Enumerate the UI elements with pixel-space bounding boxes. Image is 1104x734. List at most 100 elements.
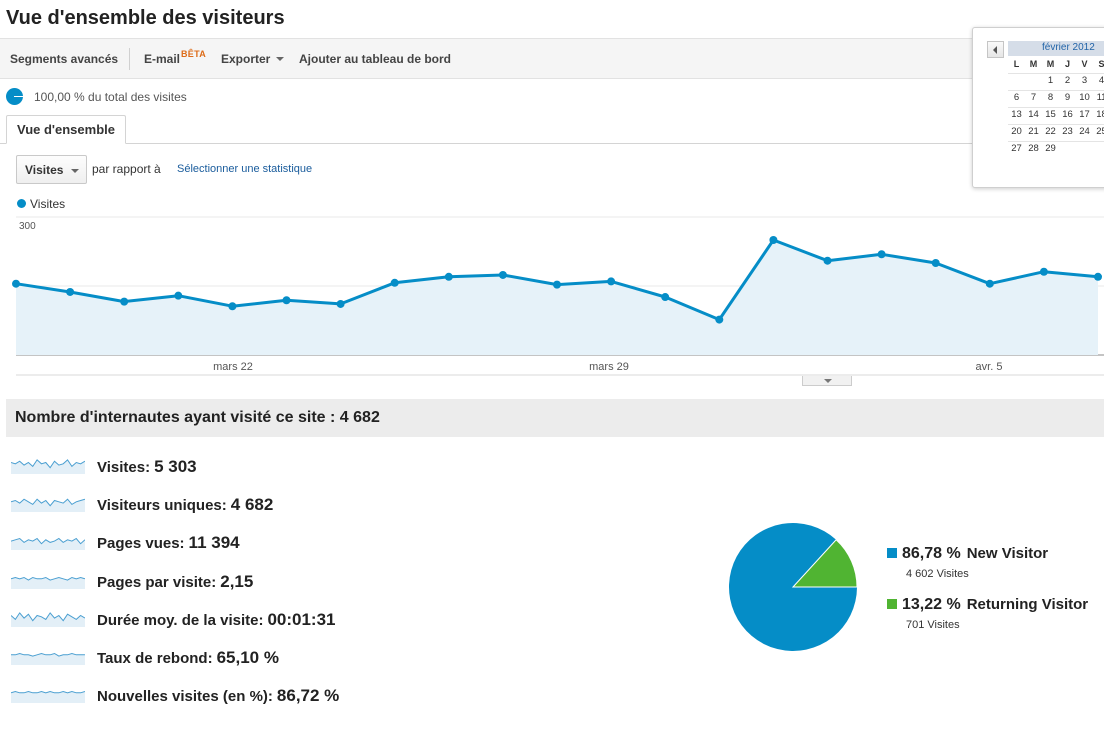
calendar-day[interactable]: 2 (1064, 75, 1071, 86)
sparkline-area (11, 538, 85, 551)
segment-percentage-text: 100,00 % du total des visites (34, 90, 187, 104)
data-point[interactable] (498, 270, 507, 279)
metric-select[interactable]: Visites (16, 155, 87, 184)
calendar-day[interactable]: 29 (1045, 143, 1056, 154)
data-point[interactable] (12, 279, 20, 288)
new-visitor-percent: 86,78 % (902, 545, 961, 562)
calendar-day[interactable]: 23 (1062, 126, 1073, 137)
calendar-day[interactable]: 15 (1045, 109, 1056, 120)
calendar-day[interactable]: 22 (1045, 126, 1056, 137)
calendar-row-divider (1008, 90, 1104, 91)
visitor-type-pie-chart (729, 523, 858, 651)
metric-row: Visites: 5 303 (0, 452, 640, 482)
sparkline-line (11, 459, 85, 469)
data-point[interactable] (282, 296, 291, 305)
data-point[interactable] (336, 299, 345, 308)
beta-badge: BÊTA (181, 49, 207, 59)
calendar-day[interactable]: 27 (1011, 143, 1022, 154)
export-label: Exporter (221, 52, 271, 66)
calendar-row-divider (1008, 124, 1104, 125)
select-statistic-link[interactable]: Sélectionner une statistique (177, 163, 313, 175)
sparkline-line (11, 691, 85, 694)
new-visitor-visits: 4 602 Visites (906, 568, 969, 580)
advanced-segments-button[interactable]: Segments avancés (10, 52, 119, 66)
data-point[interactable] (120, 297, 129, 306)
calendar-day[interactable]: 25 (1096, 126, 1104, 137)
data-point[interactable] (931, 259, 940, 267)
sparkline (11, 498, 85, 513)
calendar-day[interactable]: 3 (1081, 75, 1088, 86)
calendar-weekday: L (1013, 59, 1020, 69)
returning-visitor-label: Returning Visitor (966, 596, 1089, 613)
sparkline-area (11, 653, 85, 665)
metric-select-value: Visites (25, 163, 64, 177)
calendar-day[interactable]: 13 (1011, 109, 1022, 120)
unique-visitors-summary: Nombre d'internautes ayant visité ce sit… (15, 409, 380, 426)
calendar-day[interactable]: 24 (1079, 126, 1090, 137)
metric-label: Durée moy. de la visite: (97, 611, 264, 629)
previous-month-arrow-icon[interactable] (987, 41, 1004, 58)
data-point[interactable] (1039, 267, 1048, 276)
sparkline-line (11, 652, 85, 657)
sparkline (11, 459, 85, 474)
calendar-day[interactable]: 17 (1079, 109, 1090, 120)
metric-row: Visiteurs uniques: 4 682 (0, 490, 640, 520)
calendar-day[interactable]: 16 (1062, 109, 1073, 120)
metric-item: Visites: 5 303 (97, 457, 197, 477)
data-point[interactable] (769, 236, 778, 244)
metric-value: 65,10 % (216, 648, 279, 667)
metric-label: Taux de rebond: (97, 650, 213, 667)
toolbar-divider (129, 48, 130, 70)
x-tick-label: mars 22 (213, 361, 253, 373)
calendar-day[interactable]: 20 (1011, 126, 1022, 137)
calendar-row-divider (1008, 141, 1104, 142)
pie-slice-returning-visitor[interactable] (791, 539, 858, 588)
data-point[interactable] (66, 287, 75, 296)
sparkline (11, 652, 85, 665)
compare-label: par rapport à (92, 162, 161, 176)
data-point[interactable] (444, 272, 453, 281)
data-point[interactable] (1094, 272, 1102, 281)
metric-value: 11 394 (188, 533, 240, 553)
y-tick-label: 300 (19, 221, 36, 232)
calendar-day[interactable]: 21 (1028, 126, 1039, 137)
data-point[interactable] (715, 315, 724, 324)
data-point[interactable] (877, 250, 886, 259)
tab-overview[interactable]: Vue d'ensemble (6, 115, 126, 144)
calendar-day[interactable]: 11 (1096, 92, 1104, 103)
export-button[interactable]: Exporter (221, 52, 284, 66)
series-legend-dot (17, 199, 26, 208)
x-tick-label: avr. 5 (976, 361, 1003, 373)
metric-value: 5 303 (154, 457, 197, 476)
data-point[interactable] (607, 277, 616, 286)
data-point[interactable] (553, 280, 561, 289)
calendar-day[interactable]: 7 (1030, 92, 1037, 103)
calendar-day[interactable]: 1 (1047, 75, 1054, 86)
sparkline (11, 576, 85, 589)
calendar-weekday: S (1098, 59, 1104, 69)
sparkline (11, 611, 85, 627)
calendar-day[interactable]: 8 (1047, 92, 1054, 103)
add-to-dashboard-button[interactable]: Ajouter au tableau de bord (299, 52, 452, 66)
data-point[interactable] (390, 278, 399, 287)
calendar-day[interactable]: 14 (1028, 109, 1039, 120)
collapse-chart-toggle[interactable] (802, 376, 852, 386)
data-point[interactable] (228, 302, 237, 311)
metric-item: Pages vues: 11 394 (97, 533, 240, 553)
email-button[interactable]: E-mail BÊTA (144, 49, 206, 66)
data-point[interactable] (174, 291, 183, 300)
calendar-day[interactable]: 4 (1098, 75, 1104, 86)
toolbar: Segments avancés E-mail BÊTA Exporter Aj… (0, 38, 1104, 79)
segment-pie-icon (6, 88, 23, 105)
calendar-day[interactable]: 18 (1096, 109, 1104, 120)
calendar-day[interactable]: 6 (1013, 92, 1020, 103)
sparkline-area (11, 499, 85, 513)
data-point[interactable] (823, 256, 832, 265)
calendar-day[interactable]: 9 (1064, 92, 1071, 103)
calendar-day[interactable]: 10 (1079, 92, 1090, 103)
series-area (16, 240, 1098, 355)
data-point[interactable] (661, 293, 670, 302)
series-points (12, 236, 1102, 324)
calendar-day[interactable]: 28 (1028, 143, 1039, 154)
data-point[interactable] (985, 279, 994, 288)
